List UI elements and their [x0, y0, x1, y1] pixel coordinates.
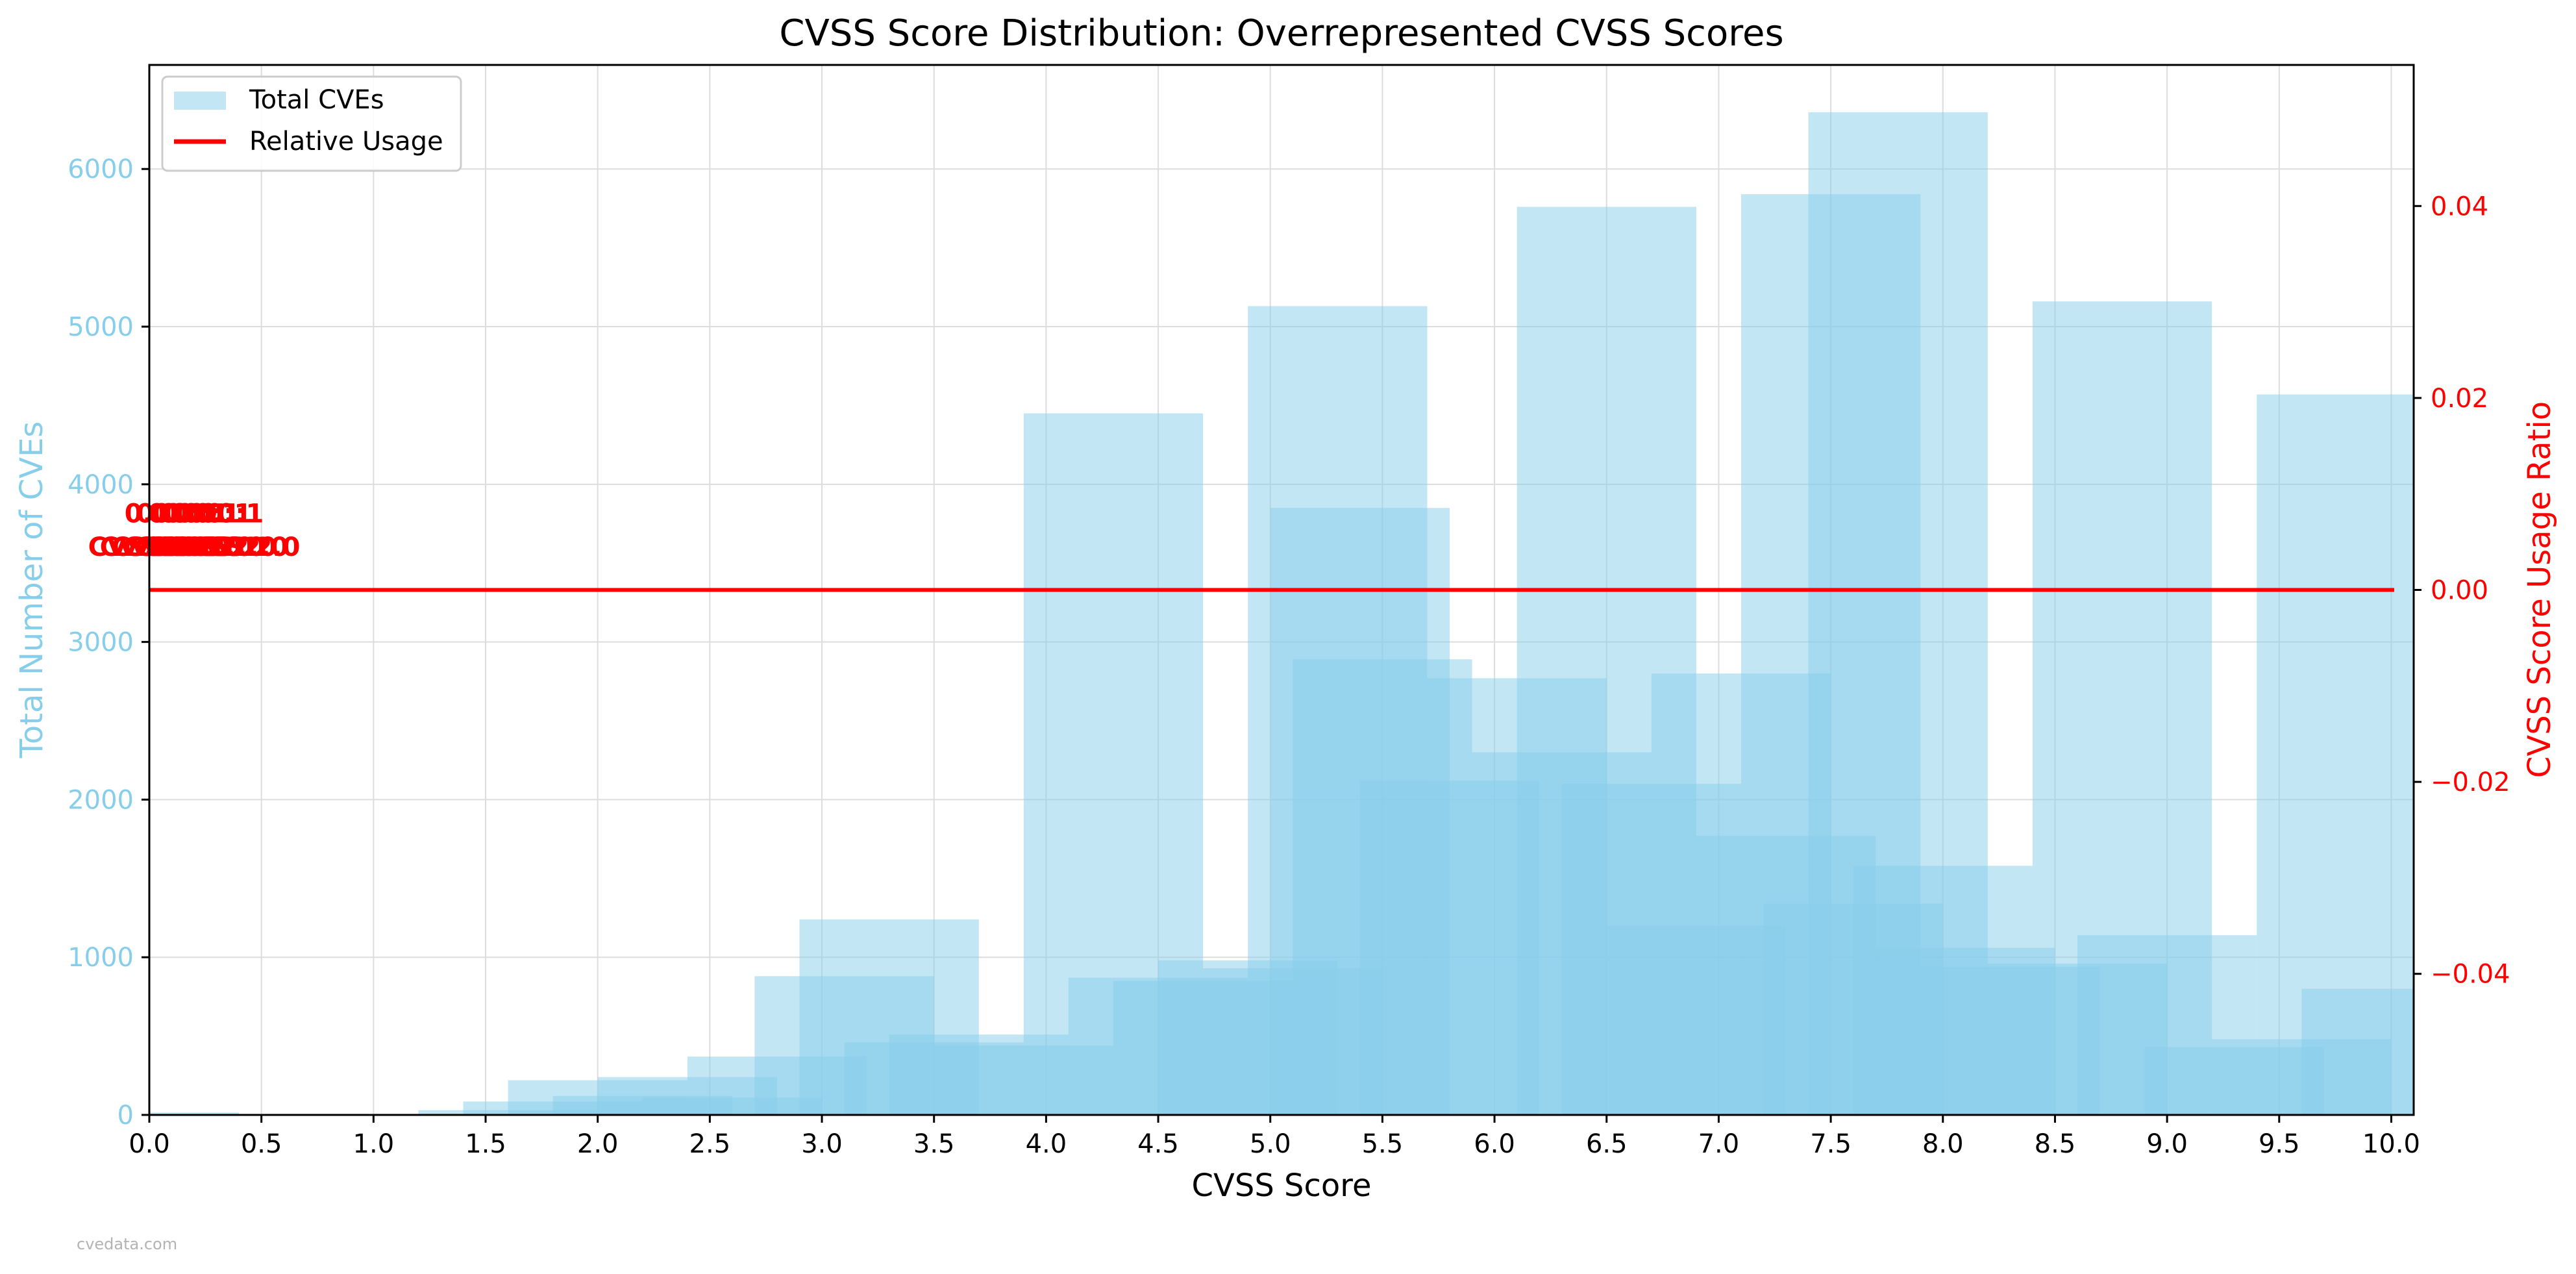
x-tick-label: 4.0: [1026, 1129, 1067, 1159]
y2-tick-label: 0.02: [2431, 384, 2488, 414]
x-tick-label: 2.5: [689, 1129, 731, 1159]
annotation-label: CVSS 2.0: [170, 532, 301, 562]
y2-tick-label: −0.02: [2431, 768, 2510, 797]
annotation-label: 0.00:1: [125, 499, 217, 529]
annotation-label: CVSS 2.0: [135, 532, 266, 562]
bar: [2301, 988, 2414, 1115]
x-tick-label: 4.5: [1137, 1129, 1179, 1159]
y-tick-label: 3000: [68, 628, 134, 658]
chart-title: CVSS Score Distribution: Overrepresented…: [779, 12, 1783, 55]
x-tick-label: 2.0: [577, 1129, 619, 1159]
x-axis: 0.0 0.5 1.0 1.5 2.0 2.5 3.0 3.5 4.0 4.5 5.0 5.5 6.0 6…: [129, 1115, 2420, 1159]
x-tick-label: 8.0: [1922, 1129, 1964, 1159]
y-tick-label: 5000: [68, 312, 134, 342]
x-tick-label: 6.0: [1474, 1129, 1515, 1159]
legend-label-relative-usage: Relative Usage: [249, 127, 443, 156]
y-tick-label: 0: [118, 1101, 134, 1130]
x-axis-label: CVSS Score: [1192, 1168, 1372, 1204]
annotation-label: 0.00:1: [160, 499, 253, 529]
annotation-label: CVSS 2.0: [112, 532, 242, 562]
x-tick-label: 0.5: [241, 1129, 282, 1159]
x-tick-label: 7.5: [1810, 1129, 1852, 1159]
legend-swatch-bar: [174, 92, 226, 110]
y-axis-left: 0 1000 2000 3000 4000 5000 6000: [68, 155, 149, 1130]
annotation-label: CVSS 2.0: [100, 532, 230, 562]
y2-tick-label: 0.00: [2431, 576, 2488, 606]
bar: [149, 1112, 240, 1115]
annotation-label: CVSS 2.0: [88, 532, 219, 562]
annotation-label: CVSS 2.0: [147, 532, 277, 562]
x-tick-label: 3.5: [913, 1129, 955, 1159]
x-tick-label: 8.5: [2035, 1129, 2076, 1159]
annotation-label: CVSS 2.0: [158, 532, 289, 562]
annotation-label: 0.00:1: [171, 499, 264, 529]
legend-label-total-cves: Total CVEs: [249, 85, 384, 115]
y-tick-label: 6000: [68, 155, 134, 184]
y-tick-label: 2000: [68, 785, 134, 815]
y2-tick-label: 0.04: [2431, 192, 2488, 221]
bars: [149, 112, 2414, 1115]
legend: Total CVEs Relative Usage: [161, 75, 462, 172]
y-axis-label: Total Number of CVEs: [14, 421, 50, 759]
y-axis-right: −0.04 −0.02 0.00 0.02 0.04: [2414, 192, 2510, 990]
x-tick-label: 5.5: [1362, 1129, 1404, 1159]
y-tick-label: 1000: [68, 943, 134, 973]
x-tick-label: 1.0: [353, 1129, 395, 1159]
x-tick-label: 1.5: [465, 1129, 506, 1159]
x-tick-label: 10.0: [2362, 1129, 2420, 1159]
x-tick-label: 6.5: [1586, 1129, 1628, 1159]
x-tick-label: 5.0: [1250, 1129, 1291, 1159]
x-tick-label: 9.0: [2146, 1129, 2188, 1159]
x-tick-label: 9.5: [2259, 1129, 2300, 1159]
legend-box: [161, 75, 462, 172]
x-tick-label: 3.0: [801, 1129, 843, 1159]
watermark: cvedata.com: [77, 1235, 177, 1253]
x-tick-label: 7.0: [1698, 1129, 1740, 1159]
y-tick-label: 4000: [68, 470, 134, 500]
annotation-label: 0.00:1: [148, 499, 241, 529]
x-tick-label: 0.0: [129, 1129, 170, 1159]
y2-axis-label: CVSS Score Usage Ratio: [2521, 401, 2558, 778]
annotation-label: CVSS 2.0: [123, 532, 254, 562]
annotation-label: 0.00:1: [136, 499, 229, 529]
y2-tick-label: −0.04: [2431, 960, 2510, 990]
